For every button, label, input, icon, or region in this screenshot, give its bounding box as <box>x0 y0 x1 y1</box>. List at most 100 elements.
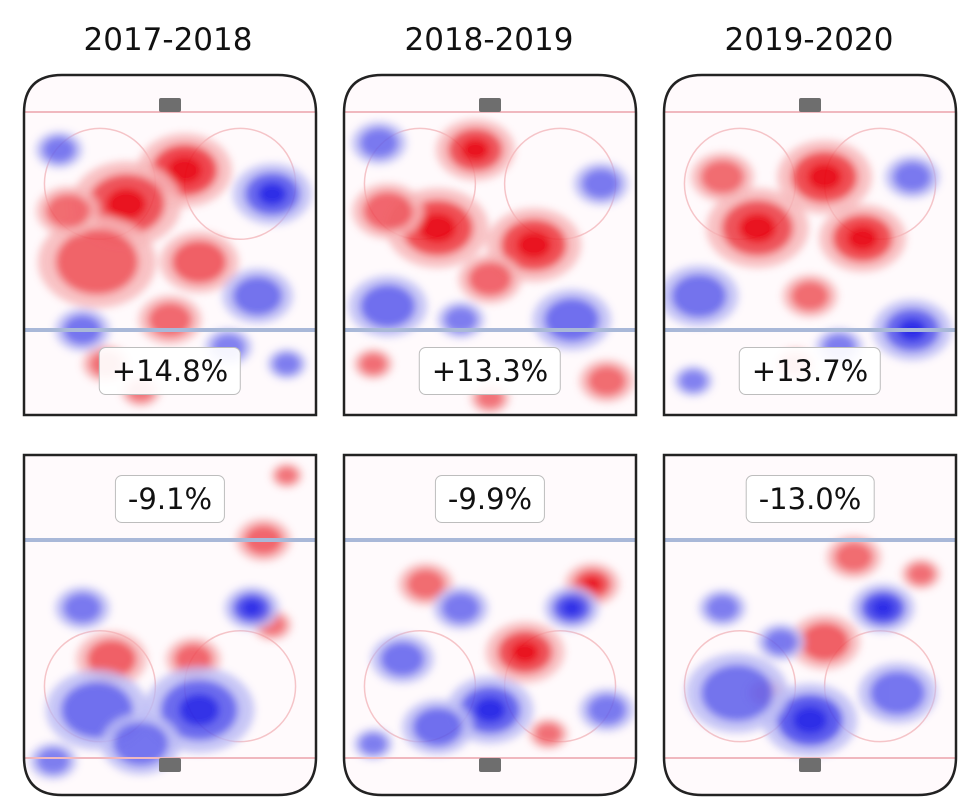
rink-plot <box>662 453 958 797</box>
goal-net-icon <box>159 758 181 772</box>
heat-blob-mid <box>86 639 137 679</box>
rink-boards <box>342 453 638 797</box>
rink-plot <box>662 73 958 417</box>
heat-blob-mid <box>892 161 932 193</box>
goal-net-icon <box>479 98 501 112</box>
rink-plot <box>342 453 638 797</box>
heat-blob-mid <box>36 747 70 775</box>
heat-blob-mid <box>444 306 478 333</box>
heat-blob-mid <box>581 168 621 200</box>
percent-badge: -13.0% <box>745 475 875 523</box>
heat-blob-mid <box>799 622 850 662</box>
percent-badge: -9.1% <box>114 475 226 523</box>
column-title-2: 2019-2020 <box>724 22 894 58</box>
rink-content <box>344 538 636 760</box>
heat-blob-mid <box>275 466 298 485</box>
heat-blob-mid <box>790 280 830 312</box>
heat-blob-mid <box>359 733 388 755</box>
heat-layer <box>664 140 952 397</box>
rink-boards <box>662 73 958 417</box>
goal-net-icon <box>479 758 501 772</box>
heat-blob-core <box>105 187 147 221</box>
column-title-1: 2018-2019 <box>404 22 574 58</box>
heat-blob-core <box>807 162 843 192</box>
rink-plot <box>22 73 318 417</box>
heat-blob-mid <box>232 276 283 316</box>
heat-blob-mid <box>55 229 139 295</box>
heat-blob-mid <box>544 297 600 342</box>
heat-blob-core <box>581 576 603 593</box>
rink-panel-2: +13.7% <box>662 73 958 417</box>
heat-blob-core <box>460 138 490 162</box>
percent-badge: -9.9% <box>434 475 546 523</box>
percent-badge: +13.3% <box>418 347 562 395</box>
heat-blob-mid <box>272 353 301 375</box>
heat-blob-core <box>516 230 552 260</box>
heat-layer <box>353 562 635 760</box>
heat-blob-mid <box>173 643 213 675</box>
rink-panel-1: +13.3% <box>342 73 638 417</box>
heat-blob-mid <box>412 707 463 747</box>
heat-blob-core <box>871 598 895 618</box>
goal-net-icon <box>159 98 181 112</box>
rink-content <box>24 111 316 407</box>
rink-panel-5: -13.0% <box>662 453 958 797</box>
rink-plot <box>22 453 318 797</box>
rink-boards <box>662 453 958 797</box>
heat-layer <box>685 535 941 757</box>
heat-blob-mid <box>113 722 169 766</box>
rink-boards <box>342 73 638 417</box>
heat-blob-core <box>510 640 540 664</box>
rink-content <box>664 111 956 397</box>
heat-blob-mid <box>359 353 388 375</box>
rink-content <box>664 535 956 759</box>
heat-blob-mid <box>45 193 90 229</box>
heat-blob-core <box>178 693 220 727</box>
rink-panel-0: +14.8% <box>22 73 318 417</box>
heat-blob-mid <box>587 365 627 397</box>
heat-blob-mid <box>679 370 708 392</box>
heat-blob-core <box>846 225 879 252</box>
rink-content <box>24 463 316 780</box>
heat-blob-mid <box>869 671 926 715</box>
column-title-0: 2017-2018 <box>83 22 253 58</box>
heat-blob-core <box>257 182 287 206</box>
heat-blob-mid <box>380 641 425 677</box>
heat-blob-mid <box>764 628 798 656</box>
heat-blob-mid <box>700 664 774 722</box>
heat-blob-mid <box>587 694 627 726</box>
heat-blob-core <box>561 599 582 617</box>
heat-blob-core <box>418 212 457 244</box>
goal-net-icon <box>799 758 821 772</box>
heat-blob-mid <box>907 563 935 585</box>
heat-blob-mid <box>834 541 874 573</box>
heat-blob-core <box>167 156 203 185</box>
heat-blob-core <box>738 212 777 244</box>
percent-badge: +13.7% <box>738 347 882 395</box>
heat-blob-mid <box>62 592 102 624</box>
heat-blob-mid <box>534 722 563 745</box>
percent-badge: +14.8% <box>98 347 242 395</box>
heat-layer <box>29 463 303 780</box>
rink-panel-4: -9.9% <box>342 453 638 797</box>
heat-blob-mid <box>705 594 740 622</box>
heat-blob-mid <box>171 240 227 284</box>
rink-boards <box>22 453 318 797</box>
heat-blob-core <box>473 697 507 723</box>
heat-blob-mid <box>467 261 513 297</box>
rink-plot <box>342 73 638 417</box>
rink-panel-3: -9.1% <box>22 453 318 797</box>
heat-blob-mid <box>359 127 399 159</box>
goal-net-icon <box>799 98 821 112</box>
heat-blob-mid <box>441 592 481 624</box>
heat-blob-core <box>241 599 262 617</box>
heat-layer <box>35 131 312 407</box>
heat-blob-mid <box>671 274 727 318</box>
heat-blob-mid <box>406 568 446 600</box>
rink-boards <box>22 73 318 417</box>
heat-blob-mid <box>700 159 745 195</box>
heat-blob-mid <box>147 302 193 338</box>
rink-content <box>344 111 636 414</box>
heat-blob-mid <box>42 136 76 163</box>
heat-blob-core <box>792 706 828 735</box>
